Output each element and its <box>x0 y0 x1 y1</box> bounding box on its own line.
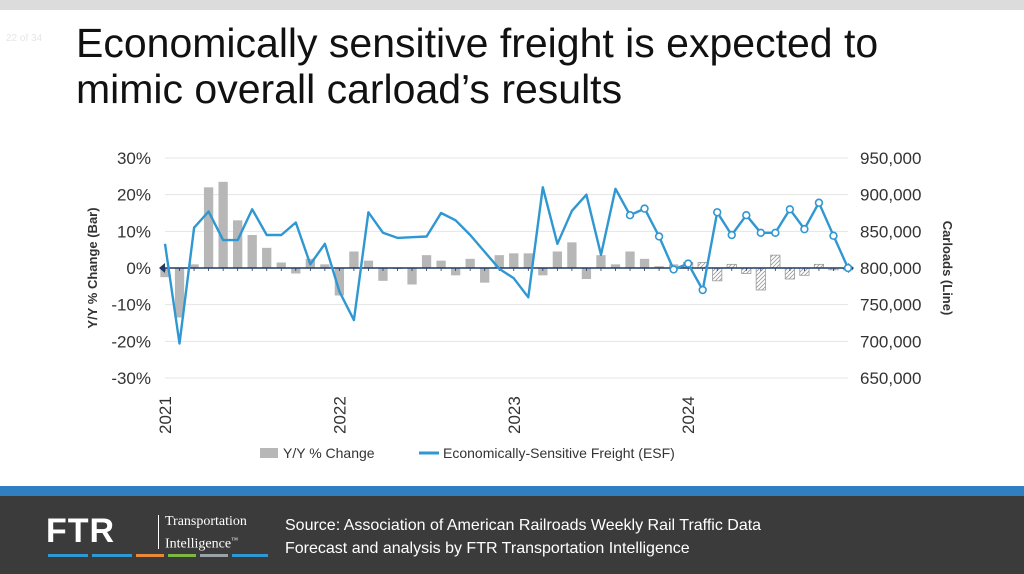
footer-accent-band <box>0 486 1024 496</box>
bar <box>465 258 475 268</box>
legend-bar-swatch <box>260 448 278 458</box>
y-left-tick-label: 0% <box>126 259 151 278</box>
y-right-tick-label: 800,000 <box>860 259 921 278</box>
bar <box>654 266 664 268</box>
bar <box>509 253 519 268</box>
bar <box>639 258 650 268</box>
logo-line2: Intelligence <box>165 536 232 552</box>
line-series <box>163 186 853 345</box>
y-right-tick-label: 650,000 <box>860 369 921 388</box>
y-right-tick-label: 950,000 <box>860 149 921 168</box>
bar <box>596 255 606 268</box>
x-year-label: 2023 <box>505 396 524 434</box>
bar <box>770 254 781 269</box>
y-right-tick-label: 900,000 <box>860 186 921 205</box>
forecast-marker <box>800 224 809 234</box>
forecast-marker <box>742 211 751 220</box>
forecast-marker <box>713 208 722 217</box>
bar <box>334 268 345 296</box>
slide-title: Economically sensitive freight is expect… <box>76 20 879 112</box>
bar <box>378 268 388 281</box>
x-year-label: 2021 <box>156 396 175 434</box>
footer <box>0 496 1024 574</box>
forecast-marker <box>843 263 853 273</box>
y-left-tick-label: 10% <box>117 222 151 241</box>
ftr-logo: FTR <box>46 512 116 550</box>
bar-series <box>160 181 854 318</box>
bar <box>421 255 432 268</box>
forecast-marker <box>654 232 664 241</box>
logo-stripe-blue2 <box>92 554 132 557</box>
y-left-tick-label: 30% <box>117 149 151 168</box>
bar <box>494 255 504 268</box>
bar <box>349 251 359 268</box>
forecast-marker <box>785 205 795 214</box>
bar <box>567 242 577 268</box>
bar <box>523 253 533 268</box>
bar <box>320 264 330 268</box>
y-left-tick-label: -10% <box>111 296 151 315</box>
bar <box>436 260 446 268</box>
y-right-axis-label: Carloads (Line) <box>940 221 955 316</box>
slide-counter: 22 of 34 <box>6 33 43 44</box>
forecast-marker <box>698 285 707 295</box>
legend-line-label: Economically-Sensitive Freight (ESF) <box>443 445 675 461</box>
bar <box>218 181 228 268</box>
bar <box>755 267 766 291</box>
chart: 30% 950,000 20% 900,000 10% 850,000 0% 800,000 -… <box>85 149 955 461</box>
bar <box>247 235 257 268</box>
logo-line1: Transportation <box>165 514 247 529</box>
x-axis-arrow-left <box>159 263 165 273</box>
logo-stripe-blue1 <box>48 554 88 557</box>
bar <box>363 260 374 268</box>
x-year-label: 2022 <box>330 396 349 434</box>
bar <box>480 268 490 283</box>
legend-bar-label: Y/Y % Change <box>283 445 375 461</box>
forecast-marker <box>829 231 838 240</box>
source-line2: Forecast and analysis by FTR Transportat… <box>285 540 690 557</box>
bar <box>450 268 461 276</box>
forecast-marker <box>814 198 824 207</box>
y-left-axis-label: Y/Y % Change (Bar) <box>85 207 100 328</box>
bar <box>538 268 548 276</box>
x-year-label: 2024 <box>679 396 698 434</box>
bar <box>189 264 199 268</box>
browser-top-strip <box>0 0 1024 10</box>
bar <box>174 268 185 318</box>
source-line1: Source: Association of American Railroad… <box>285 517 762 534</box>
bar <box>552 251 563 268</box>
forecast-marker <box>625 211 635 220</box>
forecast-marker <box>727 230 736 240</box>
logo-stripe-gray <box>200 554 228 557</box>
forecast-marker <box>669 265 678 274</box>
bar <box>581 268 592 279</box>
y-right-tick-label: 850,000 <box>860 222 921 241</box>
bar <box>262 247 272 268</box>
legend: Y/Y % Change Economically-Sensitive Frei… <box>260 445 675 461</box>
forecast-marker <box>771 228 780 238</box>
forecast-marker <box>683 259 693 268</box>
logo-text: Transportation Intelligence™ <box>165 513 247 554</box>
source-note: Source: Association of American Railroad… <box>285 514 761 560</box>
y-right-tick-label: 700,000 <box>860 332 921 351</box>
y-left-tick-label: -30% <box>111 369 151 388</box>
logo-stripe-blue3 <box>232 554 268 557</box>
bar <box>276 262 286 268</box>
bar <box>625 251 635 268</box>
y-left-tick-label: -20% <box>111 332 151 351</box>
bar <box>407 268 417 285</box>
logo-stripe-orange <box>136 554 164 557</box>
logo-stripe-green <box>168 554 196 557</box>
bar <box>203 187 214 268</box>
logo-divider <box>158 515 159 549</box>
y-right-tick-label: 750,000 <box>860 296 921 315</box>
y-left-tick-label: 20% <box>117 186 151 205</box>
axis-ticks: 30% 950,000 20% 900,000 10% 850,000 0% 800,000 -… <box>111 149 921 434</box>
bar <box>610 264 621 268</box>
logo-tm: ™ <box>231 536 238 544</box>
forecast-marker <box>640 204 649 213</box>
forecast-marker <box>756 228 766 238</box>
bar <box>233 220 243 268</box>
